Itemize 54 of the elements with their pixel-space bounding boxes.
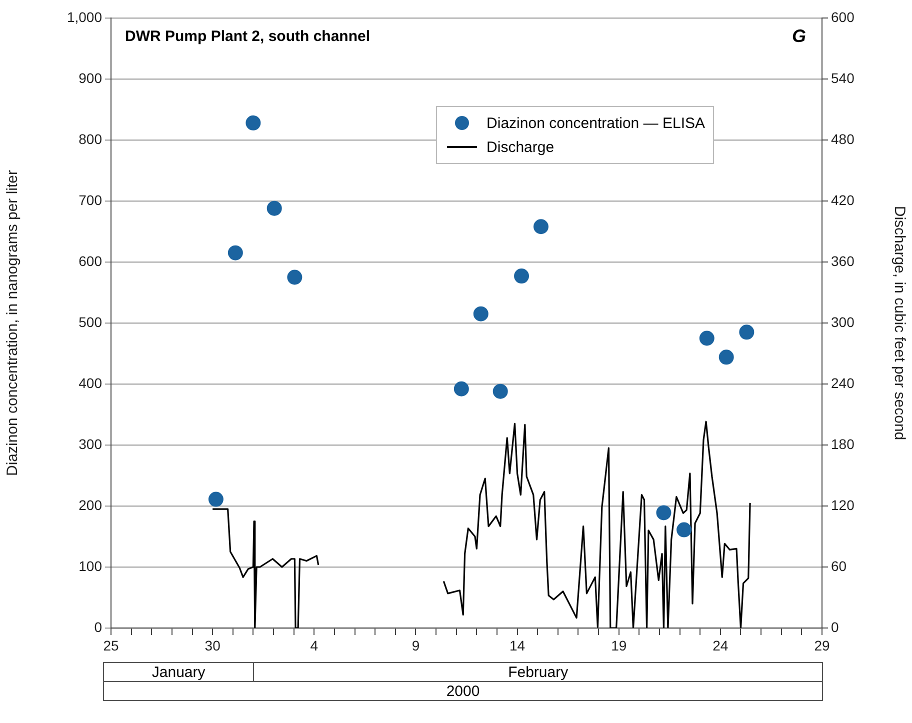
text: 2000 [103,681,823,701]
legend-label: Diazinon concentration — ELISA [486,114,705,132]
y-tick-label: 700 [78,192,102,208]
point [492,384,508,399]
y2-tick-label: 240 [831,374,855,391]
annotation: G [792,26,806,47]
y-axis-title: Diazinon concentration, in nanograms per liter [4,170,22,476]
point [533,219,548,234]
y2-tick-label: 480 [831,130,855,147]
point [656,505,672,520]
x-tick-label: 4 [310,637,318,654]
x-tick-label: 29 [814,637,830,654]
y2-axis-title: Discharge, in cubic feet per second [890,206,908,440]
y2-tick-label: 180 [831,436,855,452]
y-tick-label: 0 [94,618,102,635]
y2-tick-label: 420 [831,192,855,208]
point [676,522,692,538]
text: February [253,662,823,682]
point [454,381,469,396]
y2-tick-label: 300 [831,314,855,330]
y-tick-label: 900 [78,70,102,86]
text: DWR Pump Plant 2, south channel [125,28,370,45]
point [228,245,243,260]
point [246,115,261,130]
y2-tick-label: 360 [831,252,855,269]
point [514,268,530,284]
point [718,350,734,365]
point [266,200,282,216]
y-tick-label: 400 [78,374,102,391]
y-tick-label: 800 [78,130,102,147]
y-tick-label: 300 [78,436,102,452]
y2-tick-label: 0 [831,618,839,635]
x-tick-label: 9 [412,637,420,654]
legend-label: Discharge [486,138,554,156]
y2-tick-label: 540 [831,70,855,86]
x-tick-label: 19 [611,637,627,654]
point [739,324,754,340]
point [699,330,714,346]
y-tick-label: 200 [78,496,102,513]
point [208,492,224,507]
y2-tick-label: 120 [831,496,855,513]
x-tick-label: 24 [712,637,728,654]
text: January [103,662,254,682]
x-tick-label: 25 [103,637,119,654]
y-tick-label: 1,000 [66,8,102,25]
point [473,306,488,322]
y-tick-label: 500 [78,314,102,330]
y-tick-label: 600 [78,252,102,269]
y2-tick-label: 600 [831,8,855,25]
point [287,270,302,285]
x-tick-label: 14 [509,637,526,654]
x-tick-label: 30 [204,637,221,654]
y-tick-label: 100 [78,558,102,574]
y2-tick-label: 60 [831,558,847,574]
